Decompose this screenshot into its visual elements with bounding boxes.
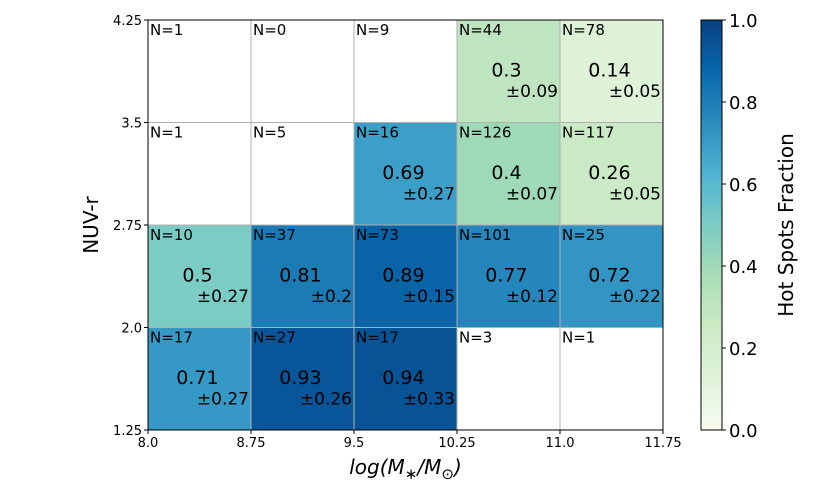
cell-error-label: ±0.27 bbox=[403, 184, 455, 204]
x-axis-label: log(M∗/M⊙) bbox=[349, 455, 462, 483]
cell-count-label: N=1 bbox=[150, 21, 183, 39]
colorbar-tick-label: 0.4 bbox=[729, 257, 758, 278]
x-tick-label: 11.75 bbox=[644, 436, 681, 451]
colorbar bbox=[700, 19, 723, 431]
cell-count-label: N=73 bbox=[356, 226, 399, 244]
heatmap-cell bbox=[457, 20, 560, 123]
cell-error-label: ±0.07 bbox=[506, 184, 558, 204]
cell-count-label: N=3 bbox=[459, 329, 492, 347]
cell-count-label: N=1 bbox=[562, 329, 595, 347]
cell-error-label: ±0.26 bbox=[300, 389, 352, 409]
cell-value-label: 0.14 bbox=[588, 59, 630, 81]
colorbar-ticks: 0.0 0.2 0.4 0.6 0.8 1.0 bbox=[722, 11, 758, 442]
cell-count-label: N=78 bbox=[562, 21, 605, 39]
cell-value-label: 0.26 bbox=[588, 162, 630, 184]
grid-lines bbox=[148, 20, 663, 430]
y-tick-label: 1.25 bbox=[113, 424, 142, 439]
heatmap-cell bbox=[560, 225, 663, 328]
heatmap-cell bbox=[148, 225, 251, 328]
cell-error-label: ±0.27 bbox=[197, 389, 249, 409]
cell-count-label: N=5 bbox=[253, 124, 286, 142]
cell-value-label: 0.81 bbox=[279, 264, 321, 286]
cell-count-label: N=44 bbox=[459, 21, 502, 39]
heatmap-cell bbox=[457, 122, 560, 225]
colorbar-tick-label: 1.0 bbox=[729, 11, 758, 32]
x-tick-label: 8.0 bbox=[138, 436, 159, 451]
y-tick-label: 4.25 bbox=[113, 14, 142, 29]
heatmap-cell bbox=[354, 225, 457, 328]
cell-value-label: 0.89 bbox=[382, 264, 424, 286]
x-axis-label-part: /M bbox=[415, 455, 441, 479]
cell-count-label: N=0 bbox=[253, 21, 286, 39]
y-tick-label: 2.75 bbox=[113, 219, 142, 234]
x-axis-label-part: ⊙ bbox=[441, 465, 454, 483]
heatmap-cell bbox=[354, 122, 457, 225]
cell-count-label: N=16 bbox=[356, 124, 399, 142]
cell-count-label: N=25 bbox=[562, 226, 605, 244]
cell-error-label: ±0.27 bbox=[197, 287, 249, 307]
cell-error-label: ±0.05 bbox=[609, 82, 661, 102]
cell-error-label: ±0.15 bbox=[403, 287, 455, 307]
cell-value-label: 0.5 bbox=[182, 264, 212, 286]
x-tick-label: 11.0 bbox=[546, 436, 575, 451]
heatmap-cell bbox=[457, 225, 560, 328]
x-axis-label-part: ∗ bbox=[405, 465, 418, 483]
heatmap-cell bbox=[560, 122, 663, 225]
axis-ticks: 8.0 8.75 9.5 10.25 11.0 11.75 1.25 2.0 2.75 3.5 4.… bbox=[113, 14, 682, 451]
heatmap-cell bbox=[251, 225, 354, 328]
heatmap-cell bbox=[148, 327, 251, 430]
colorbar-tick-label: 0.6 bbox=[729, 175, 758, 196]
cell-value-label: 0.69 bbox=[382, 162, 424, 184]
y-axis-label: NUV-r bbox=[79, 195, 103, 253]
x-tick-label: 10.25 bbox=[438, 436, 475, 451]
cell-count-label: N=101 bbox=[459, 226, 511, 244]
cell-error-label: ±0.22 bbox=[609, 287, 661, 307]
colorbar-tick-label: 0.8 bbox=[729, 93, 758, 114]
cell-count-label: N=1 bbox=[150, 124, 183, 142]
heatmap-cells bbox=[148, 20, 663, 430]
colorbar-label: Hot Spots Fraction bbox=[774, 133, 798, 317]
heatmap-cell bbox=[251, 327, 354, 430]
cell-count-label: N=126 bbox=[459, 124, 511, 142]
cell-error-label: ±0.05 bbox=[609, 184, 661, 204]
cell-count-label: N=117 bbox=[562, 124, 614, 142]
cell-value-label: 0.94 bbox=[382, 367, 424, 389]
cell-error-label: ±0.33 bbox=[403, 389, 455, 409]
cell-error-label: ±0.12 bbox=[506, 287, 558, 307]
colorbar-tick-label: 0.2 bbox=[729, 339, 758, 360]
cell-value-label: 0.4 bbox=[491, 162, 521, 184]
cell-value-label: 0.93 bbox=[279, 367, 321, 389]
cell-count-label: N=17 bbox=[356, 329, 399, 347]
cell-error-label: ±0.2 bbox=[311, 287, 352, 307]
y-tick-label: 2.0 bbox=[121, 322, 142, 337]
cell-count-label: N=27 bbox=[253, 329, 296, 347]
cell-value-label: 0.72 bbox=[588, 264, 630, 286]
heatmap-cell bbox=[560, 20, 663, 123]
cell-error-label: ±0.09 bbox=[506, 82, 558, 102]
cell-value-label: 0.71 bbox=[176, 367, 218, 389]
cell-labels: N=170.71±0.27N=270.93±0.26N=170.94±0.33N… bbox=[150, 21, 661, 409]
x-tick-label: 9.5 bbox=[344, 436, 365, 451]
x-axis-label-part: log(M bbox=[349, 455, 405, 479]
x-tick-label: 8.75 bbox=[237, 436, 266, 451]
heatmap-cell bbox=[354, 327, 457, 430]
cell-count-label: N=37 bbox=[253, 226, 296, 244]
cell-value-label: 0.3 bbox=[491, 59, 521, 81]
cell-count-label: N=10 bbox=[150, 226, 193, 244]
y-tick-label: 3.5 bbox=[121, 117, 142, 132]
cell-value-label: 0.77 bbox=[485, 264, 527, 286]
colorbar-tick-label: 0.0 bbox=[729, 421, 758, 442]
x-axis-label-part: ) bbox=[452, 455, 462, 479]
cell-count-label: N=17 bbox=[150, 329, 193, 347]
cell-count-label: N=9 bbox=[356, 21, 389, 39]
